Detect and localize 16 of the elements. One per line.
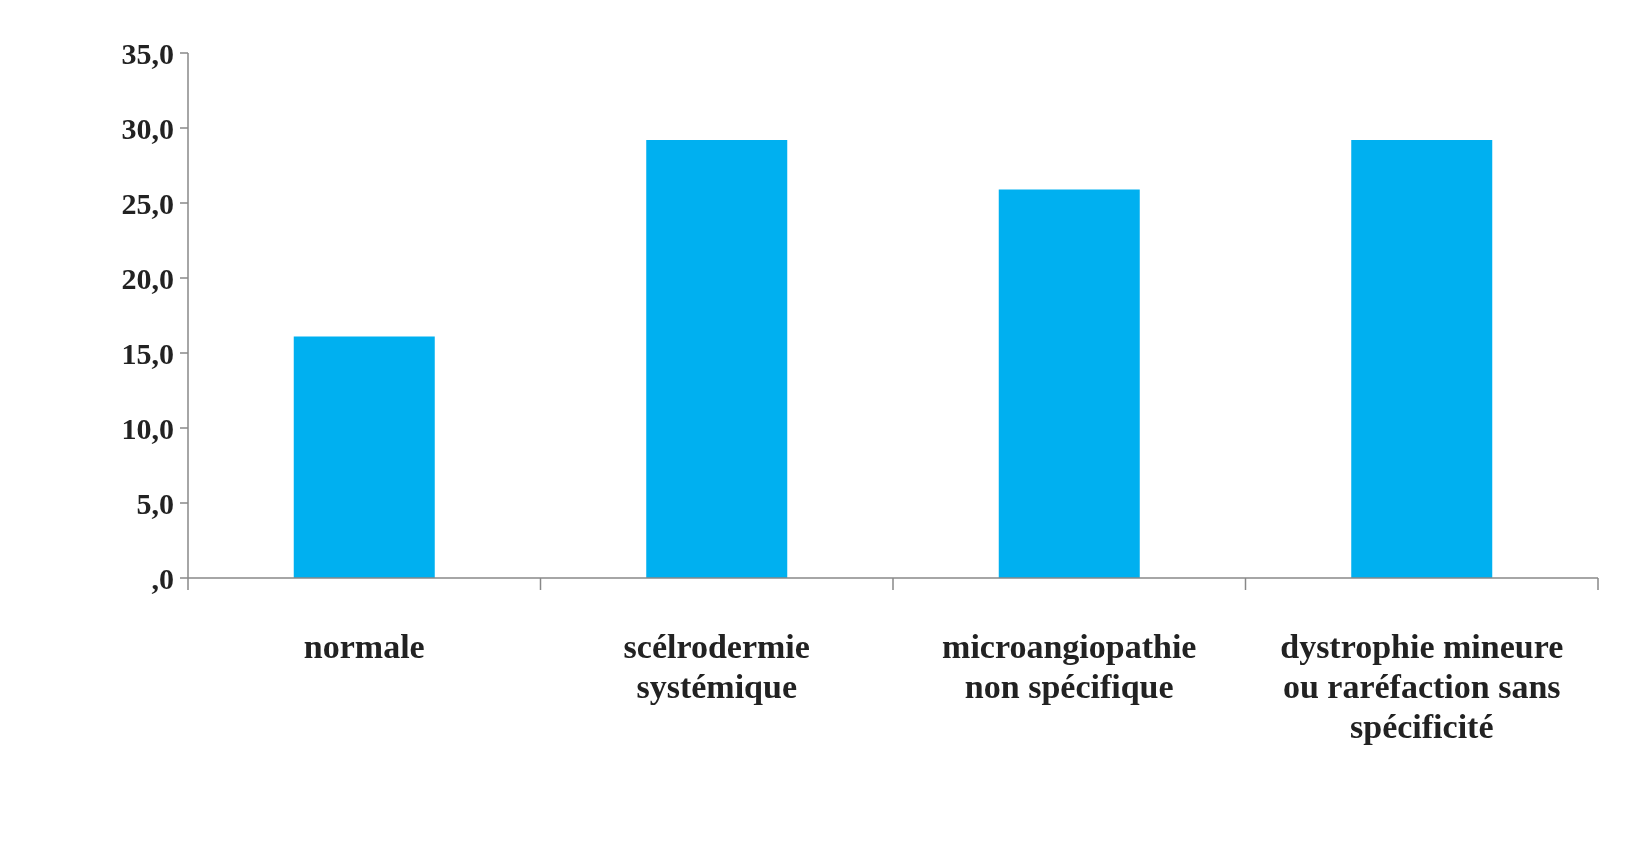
x-tick-label: normale bbox=[303, 628, 425, 665]
y-tick-label: ,0 bbox=[151, 561, 174, 595]
y-tick-label: 5,0 bbox=[136, 486, 174, 520]
bar bbox=[646, 140, 788, 578]
bar bbox=[293, 336, 435, 578]
y-tick-label: 30,0 bbox=[121, 111, 174, 145]
x-tick-label: dystrophie mineure ou raréfaction sans spécificité bbox=[1280, 628, 1564, 745]
x-tick-label: scélrodermie systémique bbox=[623, 628, 810, 705]
bar bbox=[1351, 140, 1493, 578]
x-tick-label: microangiopathie non spécifique bbox=[942, 628, 1197, 705]
y-tick-label: 20,0 bbox=[121, 261, 174, 295]
bar bbox=[998, 189, 1140, 578]
y-tick-label: 35,0 bbox=[121, 36, 174, 70]
y-tick-label: 25,0 bbox=[121, 186, 174, 220]
y-tick-label: 10,0 bbox=[121, 411, 174, 445]
y-tick-label: 15,0 bbox=[121, 336, 174, 370]
